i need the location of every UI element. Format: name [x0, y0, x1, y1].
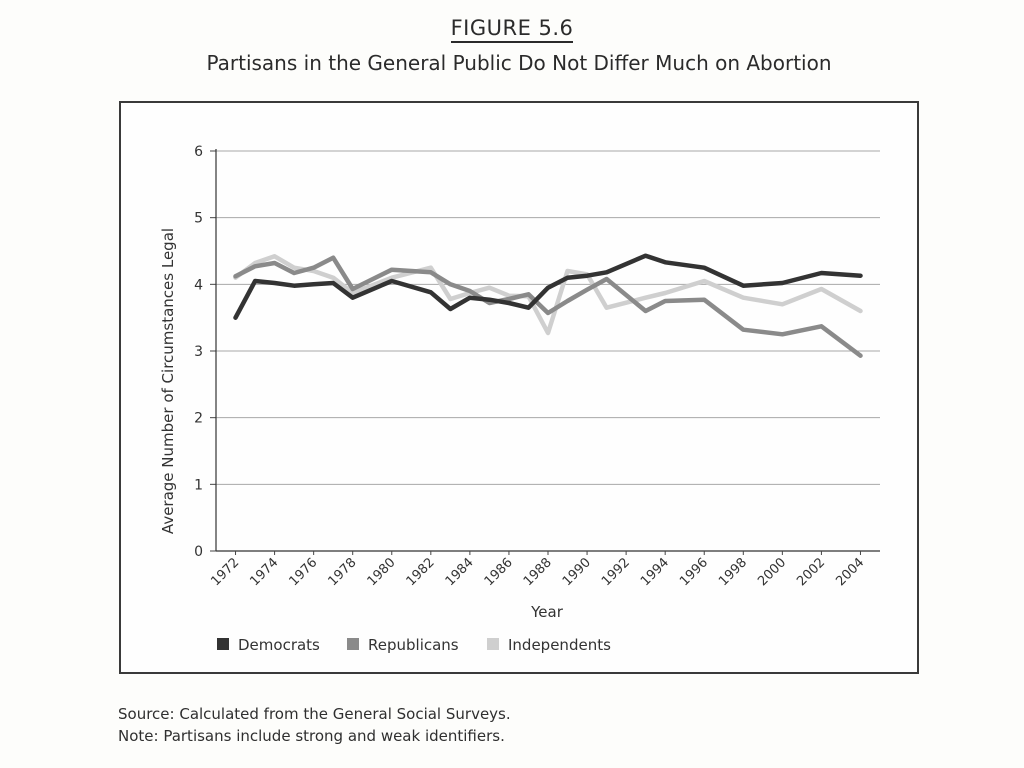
x-tick-label: 1990	[560, 555, 594, 589]
legend-label-independents: Independents	[508, 636, 611, 654]
x-tick-label: 1976	[286, 555, 320, 589]
gridlines	[216, 150, 880, 485]
x-tick-label: 1988	[521, 555, 555, 589]
y-tick-label: 5	[194, 211, 203, 227]
series-lines	[233, 253, 863, 358]
x-tick-label: 2000	[755, 555, 789, 589]
series-line-democrats	[233, 253, 863, 320]
legend-swatch-republicans	[347, 638, 359, 650]
series-line-independents	[233, 254, 863, 336]
figure-label: FIGURE 5.6	[0, 16, 1024, 43]
source-note: Source: Calculated from the General Soci…	[118, 705, 511, 723]
figure-title: Partisans in the General Public Do Not D…	[206, 51, 832, 75]
x-tick-label: 1992	[599, 555, 633, 589]
x-tick-label: 2002	[794, 555, 828, 589]
x-tick-label: 1974	[247, 555, 281, 589]
legend: Democrats Republicans Independents	[217, 636, 611, 654]
y-tick-label: 0	[194, 544, 203, 560]
legend-label-republicans: Republicans	[368, 636, 459, 654]
x-tick-label: 1978	[326, 555, 360, 589]
partisan-note: Note: Partisans include strong and weak …	[118, 727, 505, 745]
x-tick-label: 2004	[833, 555, 867, 589]
x-tick-label: 1994	[638, 555, 672, 589]
x-tick-label: 1982	[404, 555, 438, 589]
line-chart: Average Number of Circumstances Legal Ye…	[159, 144, 880, 654]
y-tick-label: 3	[194, 344, 203, 360]
legend-label-democrats: Democrats	[238, 636, 320, 654]
x-axis-label: Year	[530, 603, 564, 621]
y-axis-label: Average Number of Circumstances Legal	[159, 228, 177, 534]
x-tick-label: 1986	[482, 555, 516, 589]
x-tick-label: 1996	[677, 555, 711, 589]
x-tick-label: 1998	[716, 555, 750, 589]
series-line-republicans	[233, 255, 863, 358]
axes: Average Number of Circumstances Legal Ye…	[159, 144, 880, 621]
chart-frame: Average Number of Circumstances Legal Ye…	[119, 101, 919, 674]
footnotes: Source: Calculated from the General Soci…	[118, 703, 511, 747]
y-tick-label: 6	[194, 144, 203, 160]
x-tick-label: 1980	[365, 555, 399, 589]
legend-swatch-independents	[487, 638, 499, 650]
legend-swatch-democrats	[217, 638, 229, 650]
x-tick-label: 1984	[443, 555, 477, 589]
y-tick-label: 2	[194, 411, 203, 427]
x-tick-label: 1972	[208, 555, 242, 589]
y-tick-label: 4	[194, 277, 203, 293]
y-tick-label: 1	[194, 477, 203, 493]
